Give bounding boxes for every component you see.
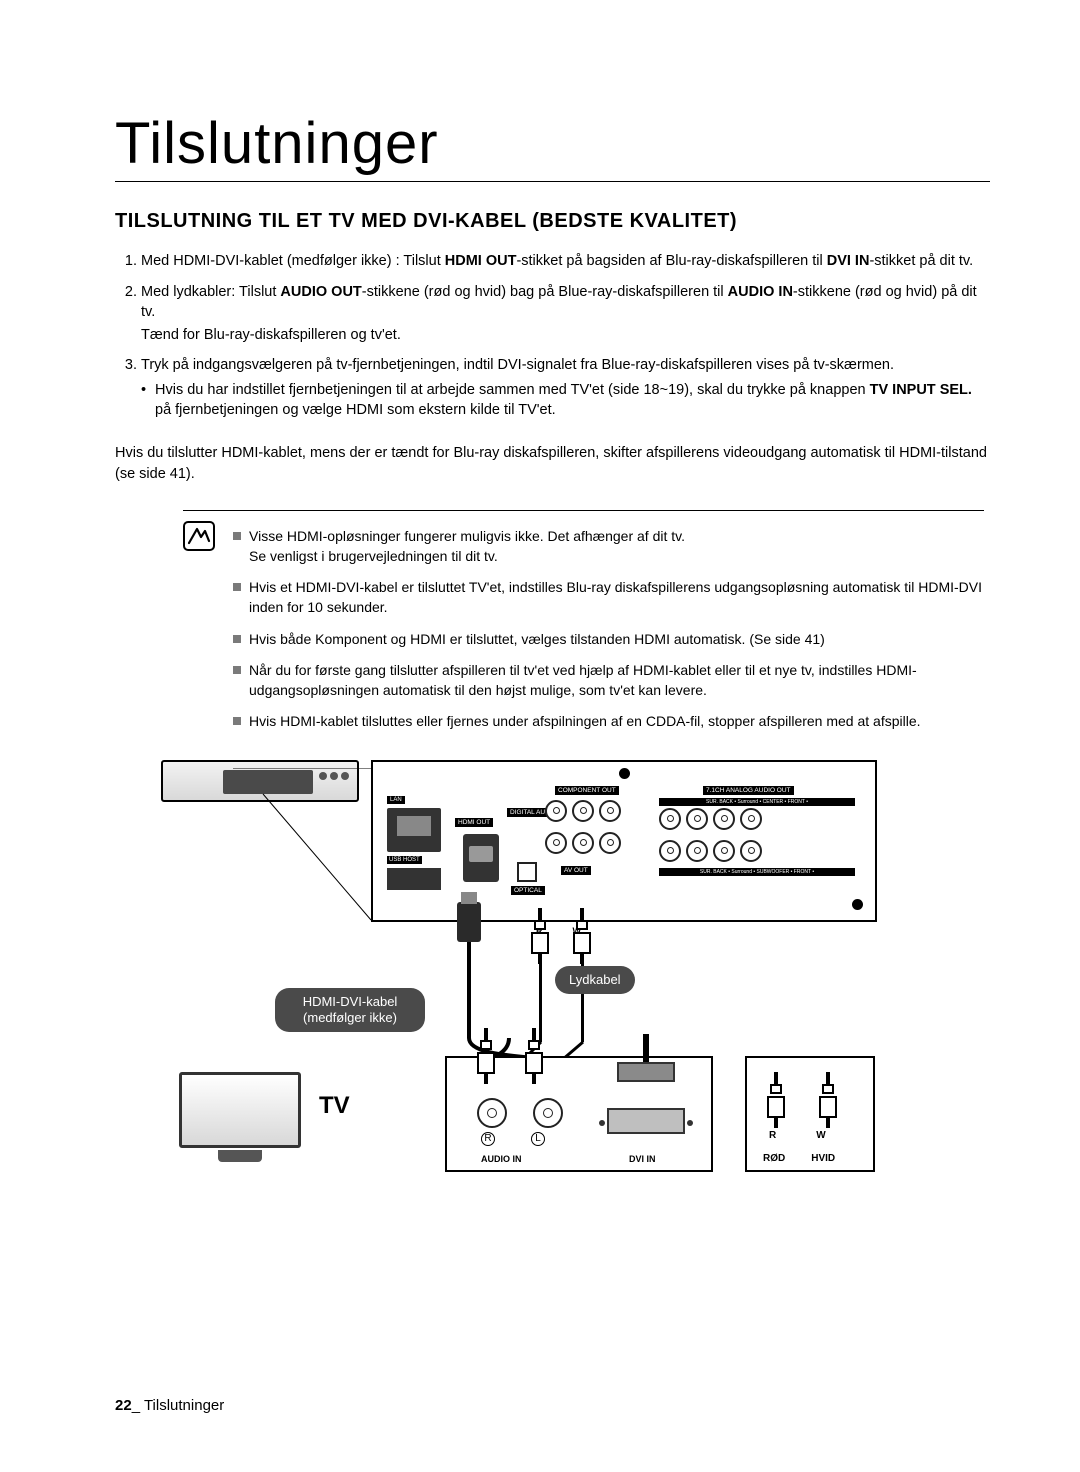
- note1-a: Visse HDMI-opløsninger fungerer muligvis…: [249, 528, 685, 544]
- step1-text-c: -stikket på dit tv.: [869, 253, 973, 269]
- hdmi-dvi-l2: (medfølger ikke): [289, 1010, 411, 1026]
- zoom-lines: [233, 768, 377, 922]
- footer: 22_ Tilslutninger: [115, 1397, 224, 1414]
- hvid-label: HVID: [811, 1153, 835, 1164]
- usb-port: [387, 868, 441, 890]
- footer-section: Tilslutninger: [144, 1397, 224, 1414]
- player-back-panel: LAN USB HOST HDMI OUT DIGITAL AUDIO OUT …: [371, 760, 877, 922]
- section-heading: TILSLUTNING TIL ET TV MED DVI-KABEL (BED…: [115, 210, 990, 233]
- note-icon: [183, 521, 215, 551]
- note1-b: Se venligst i brugervejledningen til dit…: [249, 548, 498, 564]
- page-number: 22: [115, 1397, 132, 1414]
- note-block: Visse HDMI-opløsninger fungerer muligvis…: [183, 510, 984, 732]
- optical-label: OPTICAL: [511, 886, 545, 895]
- l-circled: L: [531, 1132, 545, 1146]
- usb-label: USB HOST: [387, 856, 422, 864]
- audio-in-label: AUDIO IN: [481, 1154, 522, 1164]
- step2-bold-1: AUDIO OUT: [280, 284, 361, 300]
- steps-list: Med HDMI-DVI-kablet (medfølger ikke) : T…: [115, 251, 990, 421]
- lan-label: LAN: [387, 796, 405, 804]
- component-label: COMPONENT OUT: [555, 786, 619, 795]
- tv-input-panel: R W R L AUDIO IN DVI IN: [445, 1056, 713, 1172]
- dvi-in-label: DVI IN: [629, 1154, 656, 1164]
- step-1: Med HDMI-DVI-kablet (medfølger ikke) : T…: [141, 251, 990, 272]
- step3-sub-a: Hvis du har indstillet fjernbetjeningen …: [155, 382, 870, 398]
- tv-monitor: [179, 1072, 301, 1164]
- r-circled: R: [481, 1132, 495, 1146]
- note-4: Når du for første gang tilslutter afspil…: [233, 661, 984, 700]
- step2-text-b: -stikkene (rød og hvid) bag på Blue-ray-…: [362, 284, 728, 300]
- step1-text-a: Med HDMI-DVI-kablet (medfølger ikke) : T…: [141, 253, 445, 269]
- audio-cable-label: Lydkabel: [555, 966, 635, 994]
- footer-sep: _: [132, 1397, 144, 1414]
- lan-port: [387, 808, 441, 852]
- step2-text-a: Med lydkabler: Tilslut: [141, 284, 280, 300]
- page-title: Tilslutninger: [115, 110, 990, 182]
- step1-bold-1: HDMI OUT: [445, 253, 517, 269]
- step3-sub: Hvis du har indstillet fjernbetjeningen …: [141, 380, 990, 421]
- plug-color-panel: R W RØD HVID: [745, 1056, 875, 1172]
- optical-port: [517, 862, 537, 882]
- hdmi-out-label: HDMI OUT: [455, 818, 493, 827]
- note-3: Hvis både Komponent og HDMI er tilslutte…: [233, 630, 984, 650]
- step3-sub-bold: TV INPUT SEL.: [870, 382, 972, 398]
- step3-text: Tryk på indgangsvælgeren på tv-fjernbetj…: [141, 357, 894, 373]
- rca-plugs-top: [531, 908, 591, 962]
- note-2: Hvis et HDMI-DVI-kabel er tilsluttet TV'…: [233, 578, 984, 617]
- hdmi-plug-top: [457, 902, 481, 942]
- dvi-plug-incoming: [617, 1062, 675, 1082]
- step1-text-b: -stikket på bagsiden af Blu-ray-diskafsp…: [516, 253, 826, 269]
- hdmi-port: [463, 834, 499, 882]
- step-2: Med lydkabler: Tilslut AUDIO OUT-stikken…: [141, 282, 990, 346]
- component-out: COMPONENT OUT AV OUT: [541, 788, 647, 882]
- analog71-label: 7.1CH ANALOG AUDIO OUT: [703, 786, 794, 795]
- note-list: Visse HDMI-opløsninger fungerer muligvis…: [183, 527, 984, 732]
- hdmi-dvi-cable-label: HDMI-DVI-kabel (medfølger ikke): [275, 988, 425, 1033]
- analog-71-out: 7.1CH ANALOG AUDIO OUT SUR. BACK • Surro…: [659, 788, 855, 882]
- analog71-row-bot: SUR. BACK • Surround • SUBWOOFER • FRONT…: [659, 868, 855, 876]
- plug-r: R: [769, 1130, 776, 1141]
- connection-diagram: LAN USB HOST HDMI OUT DIGITAL AUDIO OUT …: [145, 760, 965, 1210]
- note-1: Visse HDMI-opløsninger fungerer muligvis…: [233, 527, 984, 566]
- analog71-row-top: SUR. BACK • Surround • CENTER • FRONT •: [659, 798, 855, 806]
- tv-label: TV: [319, 1092, 350, 1120]
- step2-line2: Tænd for Blu-ray-diskafspilleren og tv'e…: [141, 325, 990, 346]
- step1-bold-2: DVI IN: [827, 253, 870, 269]
- step2-bold-2: AUDIO IN: [728, 284, 793, 300]
- paragraph: Hvis du tilslutter HDMI-kablet, mens der…: [115, 443, 990, 484]
- note-5: Hvis HDMI-kablet tilsluttes eller fjerne…: [233, 712, 984, 732]
- plug-w: W: [816, 1130, 825, 1141]
- step3-sub-c: på fjernbetjeningen og vælge HDMI som ek…: [155, 402, 556, 418]
- step-3: Tryk på indgangsvælgeren på tv-fjernbetj…: [141, 355, 990, 421]
- dvi-port: [607, 1108, 685, 1134]
- rod-label: RØD: [763, 1153, 785, 1164]
- avout-label: AV OUT: [561, 866, 591, 875]
- hdmi-dvi-l1: HDMI-DVI-kabel: [289, 994, 411, 1010]
